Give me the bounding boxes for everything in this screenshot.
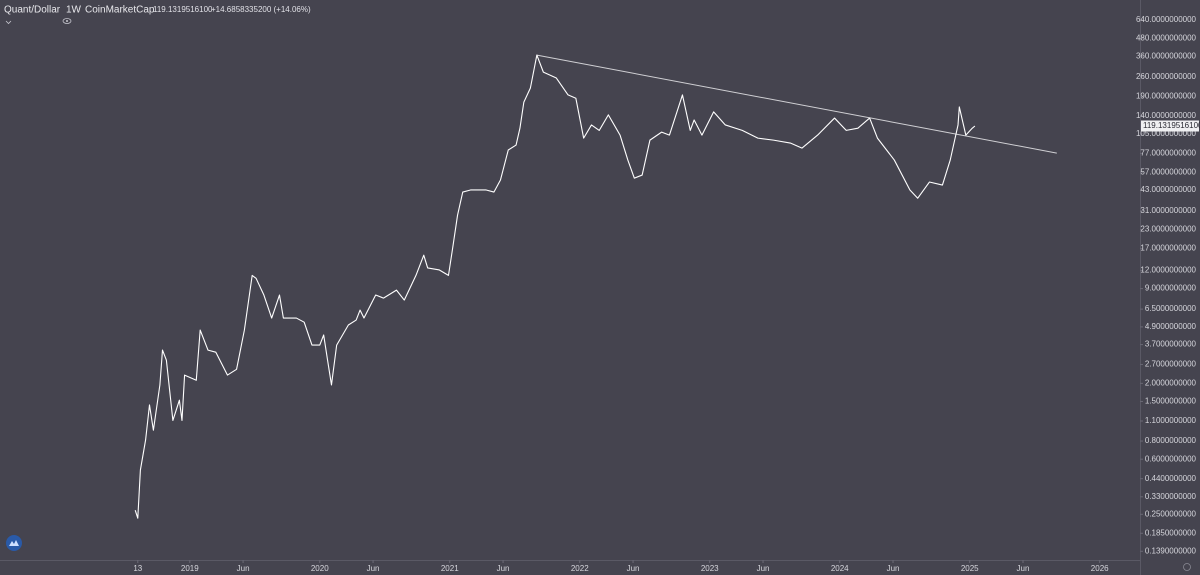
y-tick-label: 640.0000000000: [1136, 15, 1197, 24]
interval[interactable]: 1W: [66, 5, 82, 16]
x-tick-label: 2023: [701, 564, 719, 573]
y-tick-label: 12.0000000000: [1140, 266, 1196, 275]
y-tick-label: 0.8000000000: [1145, 436, 1197, 445]
header-change: +14.6858335200 (+14.06%): [211, 5, 311, 14]
x-tick-label: Jun: [367, 564, 380, 573]
y-tick-label: 0.2500000000: [1145, 509, 1197, 518]
y-tick-label: 0.6000000000: [1145, 454, 1197, 463]
last-price-badge: [1141, 120, 1199, 132]
y-tick-label: 0.3300000000: [1145, 492, 1197, 501]
y-tick-label: 0.4400000000: [1145, 474, 1197, 483]
x-tick-label: Jun: [887, 564, 900, 573]
source: CoinMarketCap: [85, 5, 155, 16]
trend-line: [536, 54, 1057, 154]
x-tick-label: Jun: [757, 564, 770, 573]
eye-icon[interactable]: [62, 18, 72, 24]
logo-circle: [6, 535, 22, 551]
x-tick-label: 2025: [961, 564, 979, 573]
x-tick-label: 2022: [571, 564, 589, 573]
y-tick-label: 0.1850000000: [1145, 528, 1197, 537]
header-price: 119.1319516100: [153, 5, 213, 14]
logo-glyph: [9, 540, 19, 546]
x-tick-label: Jun: [237, 564, 250, 573]
y-tick-label: 1.5000000000: [1145, 397, 1197, 406]
y-tick-label: 17.0000000000: [1140, 244, 1196, 253]
x-tick-label: 2021: [441, 564, 459, 573]
x-tick-label: 2026: [1091, 564, 1109, 573]
y-tick-label: 360.0000000000: [1136, 51, 1197, 60]
eye-pupil: [66, 20, 68, 22]
x-tick-label: Jun: [627, 564, 640, 573]
logo[interactable]: [6, 535, 22, 551]
x-tick-label: 13: [133, 564, 142, 573]
collapse-chevron[interactable]: [5, 20, 12, 25]
x-tick-label: 2020: [311, 564, 329, 573]
price-label-layer: 119.1319516100: [1141, 120, 1200, 132]
x-tick-label: 2024: [831, 564, 849, 573]
y-tick-label: 480.0000000000: [1136, 33, 1197, 42]
y-tick-label: 2.0000000000: [1145, 378, 1197, 387]
y-tick-label: 4.9000000000: [1145, 322, 1197, 331]
y-tick-label: 31.0000000000: [1140, 206, 1196, 215]
y-tick-label: 105.0000000000: [1136, 129, 1197, 138]
last-price-label: 119.1319516100: [1143, 121, 1200, 130]
y-tick-label: 260.0000000000: [1136, 72, 1197, 81]
symbol[interactable]: Quant/Dollar: [4, 5, 61, 16]
y-tick-label: 9.0000000000: [1145, 284, 1197, 293]
x-tick-label: 2019: [181, 564, 199, 573]
x-tick-label: Jun: [497, 564, 510, 573]
y-tick-label: 23.0000000000: [1140, 225, 1196, 234]
y-tick-label: 43.0000000000: [1140, 185, 1196, 194]
y-tick-label: 3.7000000000: [1145, 340, 1197, 349]
y-tick-label: 190.0000000000: [1136, 92, 1197, 101]
y-tick-label: 2.7000000000: [1145, 360, 1197, 369]
y-tick-label: 57.0000000000: [1140, 167, 1196, 176]
settings-icon[interactable]: [1183, 563, 1191, 571]
x-tick-label: Jun: [1017, 564, 1030, 573]
y-tick-label: 140.0000000000: [1136, 111, 1197, 120]
price-line: [134, 54, 976, 519]
y-tick-label: 77.0000000000: [1140, 149, 1196, 158]
y-tick-label: 0.1390000000: [1145, 546, 1197, 555]
y-tick-label: 1.1000000000: [1145, 416, 1197, 425]
eye-outline: [62, 18, 72, 24]
y-tick-label: 6.5000000000: [1145, 304, 1197, 313]
